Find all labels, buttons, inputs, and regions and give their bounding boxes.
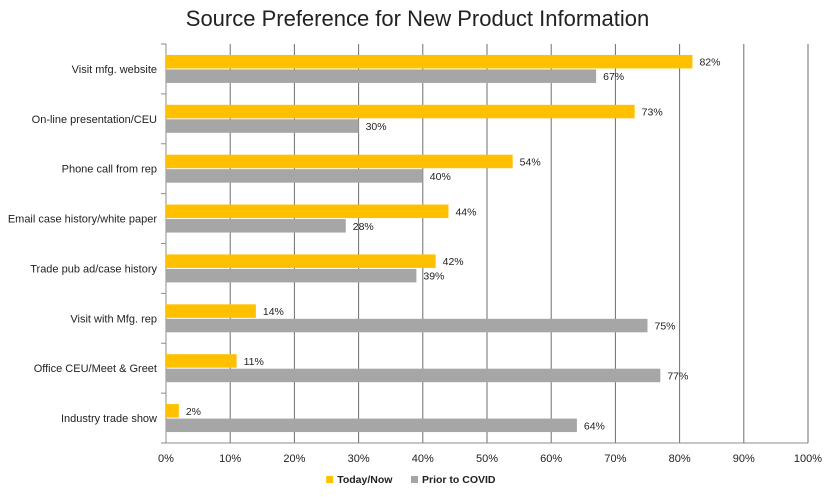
prior-to-covid-bar (166, 169, 423, 183)
data-label: 30% (366, 121, 387, 133)
data-label: 67% (603, 71, 624, 83)
legend-label: Prior to COVID (422, 474, 496, 486)
x-tick-label: 70% (604, 453, 626, 465)
data-label: 73% (642, 107, 663, 119)
x-tick-label: 80% (669, 453, 691, 465)
category-label: Phone call from rep (62, 164, 157, 176)
today-now-bar (166, 204, 449, 219)
category-label: On-line presentation/CEU (32, 114, 157, 126)
x-tick-label: 100% (794, 453, 822, 465)
x-tick-label: 20% (283, 453, 305, 465)
category-label: Office CEU/Meet & Greet (34, 363, 157, 375)
category-label: Trade pub ad/case history (30, 263, 157, 275)
data-label: 64% (584, 420, 605, 432)
data-label: 54% (520, 156, 541, 168)
data-label: 77% (667, 370, 688, 382)
legend: Today/Now Prior to COVID (326, 474, 496, 486)
category-label: Visit with Mfg. rep (70, 313, 157, 325)
category-label: Email case history/white paper (8, 214, 158, 226)
today-now-bar (166, 254, 436, 268)
x-tick-label: 30% (348, 453, 370, 465)
x-tick-label: 10% (219, 453, 241, 465)
data-label: 11% (244, 356, 264, 368)
data-label: 82% (699, 57, 720, 69)
prior-to-covid-bar (166, 318, 648, 333)
today-now-bar (166, 404, 179, 418)
gridlines (161, 43, 809, 444)
data-label: 42% (443, 256, 464, 268)
today-now-bar (166, 104, 635, 119)
data-label: 75% (655, 321, 676, 333)
x-tick-label: 50% (476, 453, 498, 465)
today-now-bar (166, 304, 256, 318)
category-label: Industry trade show (61, 413, 157, 425)
data-label: 39% (423, 271, 444, 283)
x-tick-label: 60% (540, 453, 562, 465)
legend-label: Today/Now (337, 474, 393, 486)
category-label: Visit mfg. website (72, 64, 157, 76)
legend-swatch (411, 476, 418, 483)
labels: 0% 10% 20% 30% 40% 50% 60% 70% 80% 90% 100% Visit m… (8, 57, 822, 465)
prior-to-covid-bar (166, 119, 359, 133)
chart-title: Source Preference for New Product Inform… (185, 6, 650, 31)
data-label: 40% (430, 171, 451, 183)
x-tick-label: 0% (158, 453, 174, 465)
prior-to-covid-bar (166, 418, 577, 433)
prior-to-covid-bar (166, 219, 346, 233)
prior-to-covid-bar (166, 268, 417, 283)
data-label: 2% (186, 406, 201, 418)
x-tick-label: 90% (733, 453, 755, 465)
data-label: 44% (455, 206, 476, 218)
today-now-bar (166, 354, 237, 368)
legend-swatch (326, 476, 334, 483)
bars (166, 54, 693, 433)
prior-to-covid-bar (166, 368, 661, 383)
prior-to-covid-bar (166, 69, 597, 83)
today-now-bar (166, 154, 513, 169)
x-tick-label: 40% (412, 453, 434, 465)
today-now-bar (166, 54, 693, 69)
data-label: 14% (263, 306, 284, 318)
data-label: 28% (353, 221, 374, 233)
